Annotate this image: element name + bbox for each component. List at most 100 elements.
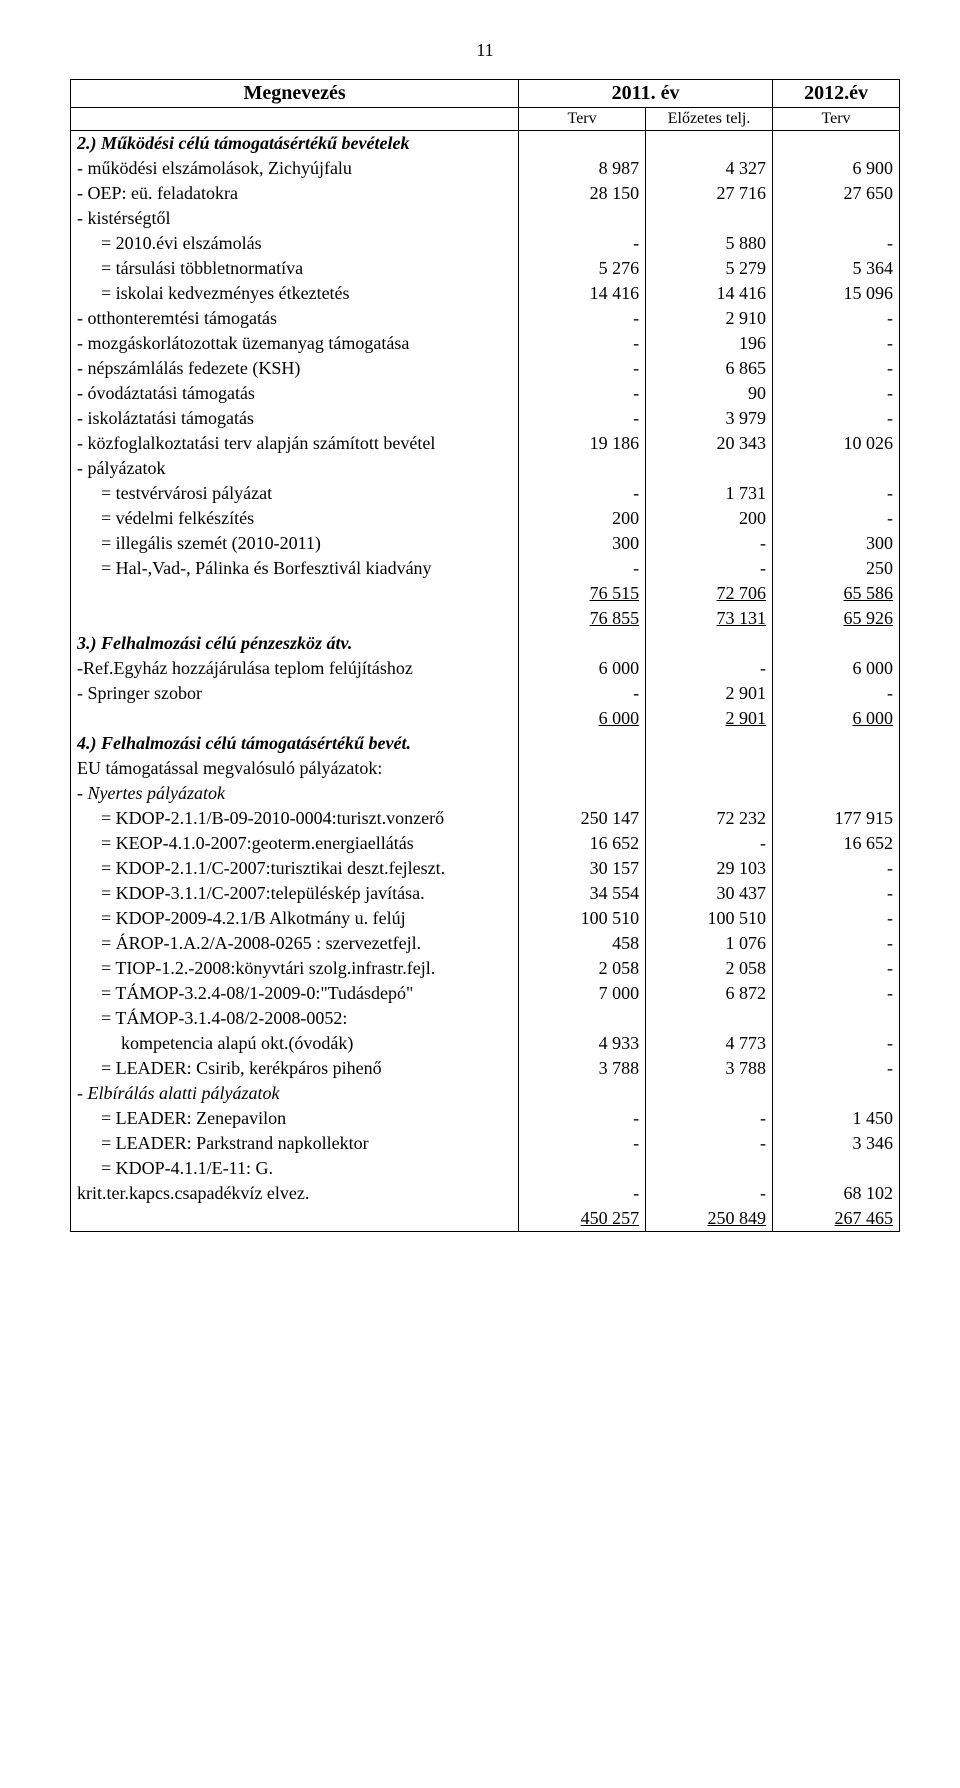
table-row: - iskoláztatási támogatás-3 979- [71, 406, 900, 431]
row-value: - [773, 506, 900, 531]
row-value [773, 631, 900, 656]
row-label-text: - Elbírálás alatti pályázatok [77, 1083, 280, 1103]
row-label: = KDOP-2009-4.2.1/B Alkotmány u. felúj [71, 906, 519, 931]
table-row: = KEOP-4.1.0-2007:geoterm.energiaellátás… [71, 831, 900, 856]
row-label-text: - iskoláztatási támogatás [77, 408, 254, 428]
row-value-text: - [760, 558, 766, 578]
row-value: 2 901 [646, 706, 773, 731]
row-value: 267 465 [773, 1206, 900, 1232]
row-value: 200 [519, 506, 646, 531]
table-row: - mozgáskorlátozottak üzemanyag támogatá… [71, 331, 900, 356]
row-value-text: 6 872 [726, 983, 767, 1003]
row-value: 30 157 [519, 856, 646, 881]
row-value: 72 706 [646, 581, 773, 606]
row-value: - [773, 381, 900, 406]
header-megnevezes: Megnevezés [71, 80, 519, 108]
row-value-text: - [633, 558, 639, 578]
row-value: 3 346 [773, 1131, 900, 1156]
row-value-text: 267 465 [835, 1208, 894, 1228]
row-value [773, 131, 900, 157]
table-row: = KDOP-2.1.1/B-09-2010-0004:turiszt.vonz… [71, 806, 900, 831]
row-label: = iskolai kedvezményes étkeztetés [71, 281, 519, 306]
row-value: 2 910 [646, 306, 773, 331]
row-value: 2 058 [646, 956, 773, 981]
row-value-text: 72 232 [717, 808, 767, 828]
row-value-text: 4 933 [599, 1033, 640, 1053]
row-value: 1 450 [773, 1106, 900, 1131]
row-value: 68 102 [773, 1181, 900, 1206]
row-value-text: - [887, 333, 893, 353]
row-value: 4 933 [519, 1031, 646, 1056]
table-row: -Ref.Egyház hozzájárulása teplom felújít… [71, 656, 900, 681]
table-row: 76 51572 70665 586 [71, 581, 900, 606]
row-value: 72 232 [646, 806, 773, 831]
row-value-text: - [633, 1183, 639, 1203]
row-label: = LEADER: Csirib, kerékpáros pihenő [71, 1056, 519, 1081]
row-value-text: - [887, 358, 893, 378]
row-value [773, 731, 900, 756]
row-value-text: 2 901 [726, 683, 767, 703]
row-label: EU támogatással megvalósuló pályázatok: [71, 756, 519, 781]
row-label-text: = iskolai kedvezményes étkeztetés [101, 283, 350, 303]
row-value [519, 731, 646, 756]
row-value [646, 131, 773, 157]
row-value: 6 900 [773, 156, 900, 181]
row-value [646, 1156, 773, 1181]
row-value: 100 510 [646, 906, 773, 931]
row-value: - [773, 406, 900, 431]
row-label-text: = LEADER: Zenepavilon [101, 1108, 286, 1128]
row-value-text: - [633, 333, 639, 353]
row-label-text: = KDOP-2.1.1/B-09-2010-0004:turiszt.vonz… [101, 808, 444, 828]
row-value: 15 096 [773, 281, 900, 306]
row-label: = KDOP-3.1.1/C-2007:településkép javítás… [71, 881, 519, 906]
row-value [773, 206, 900, 231]
table-row: - otthonteremtési támogatás-2 910- [71, 306, 900, 331]
row-label-text: - óvodáztatási támogatás [77, 383, 255, 403]
row-value-text: 250 147 [581, 808, 640, 828]
row-label: 2.) Működési célú támogatásértékű bevéte… [71, 131, 519, 157]
table-row: - működési elszámolások, Zichyújfalu8 98… [71, 156, 900, 181]
row-value-text: 30 437 [717, 883, 767, 903]
row-value: 3 979 [646, 406, 773, 431]
table-row: - óvodáztatási támogatás-90- [71, 381, 900, 406]
row-value-text: - [760, 1108, 766, 1128]
row-value-text: - [887, 1033, 893, 1053]
row-value: 6 872 [646, 981, 773, 1006]
table-row: - Nyertes pályázatok [71, 781, 900, 806]
table-row: - Springer szobor-2 901- [71, 681, 900, 706]
row-label: - közfoglalkoztatási terv alapján számít… [71, 431, 519, 456]
row-value-text: 16 652 [590, 833, 640, 853]
row-label: - óvodáztatási támogatás [71, 381, 519, 406]
row-label-text: - népszámlálás fedezete (KSH) [77, 358, 300, 378]
row-value: - [519, 1181, 646, 1206]
row-label: = TÁMOP-3.1.4-08/2-2008-0052: [71, 1006, 519, 1031]
row-label-text: 4.) Felhalmozási célú támogatásértékű be… [77, 733, 411, 753]
row-value-text: 27 650 [844, 183, 894, 203]
table-row: = KDOP-4.1.1/E-11: G. [71, 1156, 900, 1181]
row-value: 65 926 [773, 606, 900, 631]
row-value-text: 1 450 [853, 1108, 894, 1128]
row-value: 196 [646, 331, 773, 356]
row-value: 30 437 [646, 881, 773, 906]
row-value-text: 1 731 [726, 483, 767, 503]
row-value-text: 65 586 [844, 583, 894, 603]
row-value-text: 72 706 [717, 583, 767, 603]
row-value-text: 28 150 [590, 183, 640, 203]
row-value-text: 6 000 [599, 708, 640, 728]
row-value: - [519, 681, 646, 706]
row-label-text: - közfoglalkoztatási terv alapján számít… [77, 433, 435, 453]
row-value-text: - [633, 683, 639, 703]
row-label-text: = illegális szemét (2010-2011) [101, 533, 321, 553]
row-value: 4 327 [646, 156, 773, 181]
row-value: 5 880 [646, 231, 773, 256]
row-value-text: - [633, 1133, 639, 1153]
row-value [519, 131, 646, 157]
row-value [519, 206, 646, 231]
row-value-text: 196 [739, 333, 766, 353]
row-value: 1 731 [646, 481, 773, 506]
row-value-text: 450 257 [581, 1208, 640, 1228]
row-value-text: 6 900 [853, 158, 894, 178]
table-row: = védelmi felkészítés200200- [71, 506, 900, 531]
row-label [71, 606, 519, 631]
row-value-text: - [633, 483, 639, 503]
